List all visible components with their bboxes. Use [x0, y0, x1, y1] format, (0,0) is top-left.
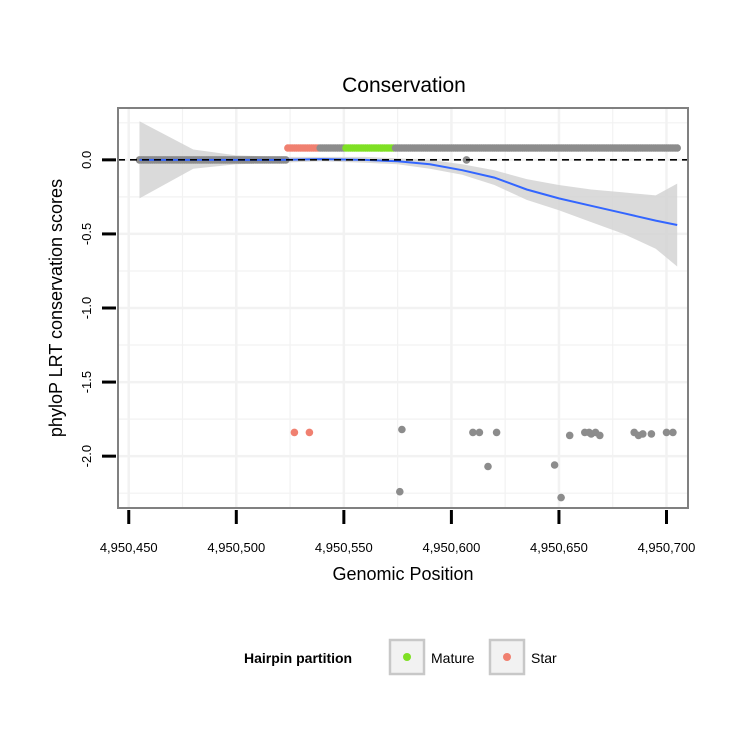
x-tick-label: 4,950,450: [100, 540, 158, 555]
legend-title: Hairpin partition: [244, 650, 352, 666]
y-tick-label: -0.5: [79, 223, 94, 245]
legend-dot-star: [503, 653, 511, 661]
data-point: [557, 493, 565, 502]
series-star-low-values: [290, 428, 314, 437]
smooth-trend-line: [139, 158, 678, 226]
legend-label-mature: Mature: [431, 650, 475, 666]
legend: Hairpin partition Mature Star: [244, 638, 557, 676]
legend-label-star: Star: [531, 650, 557, 666]
data-point: [290, 428, 299, 437]
y-axis-title: phyloP LRT conservation scores: [46, 179, 66, 437]
data-points: [135, 144, 681, 502]
x-tick-label: 4,950,650: [530, 540, 588, 555]
y-tick-label: 0.0: [79, 151, 94, 169]
x-tick-label: 4,950,550: [315, 540, 373, 555]
series-other-upper-row-b: [391, 144, 681, 152]
series-other-low-values: [396, 156, 677, 502]
legend-key-mature: [388, 638, 426, 676]
legend-entry-mature: Mature: [388, 638, 475, 676]
data-point: [596, 431, 604, 440]
x-axis-title: Genomic Position: [332, 564, 473, 584]
series-mature: [342, 144, 398, 152]
data-point: [565, 431, 574, 440]
legend-dot-mature: [403, 653, 411, 661]
legend-entry-star: Star: [488, 638, 557, 676]
chart-title: Conservation: [342, 74, 466, 97]
plot-panel-border: [117, 107, 689, 509]
data-point: [647, 430, 656, 438]
data-point: [475, 428, 484, 437]
x-tick-label: 4,950,700: [638, 540, 696, 555]
series-other-upper-row-a: [316, 144, 348, 152]
y-axis: 0.0 -0.5 -1.0 -1.5 -2.0: [79, 151, 116, 467]
data-point: [469, 428, 477, 437]
x-tick-label: 4,950,500: [207, 540, 265, 555]
series-star-upper-row: [284, 144, 322, 152]
data-point: [484, 462, 492, 471]
x-axis: 4,950,450 4,950,500 4,950,550 4,950,600 4,95…: [100, 510, 696, 555]
y-tick-label: -1.0: [79, 297, 94, 319]
data-point: [669, 428, 677, 437]
data-point: [662, 428, 671, 437]
data-point: [639, 430, 647, 438]
y-tick-label: -1.5: [79, 371, 94, 393]
y-tick-label: -2.0: [79, 445, 94, 467]
data-point: [396, 487, 404, 496]
data-point: [492, 428, 501, 437]
data-point: [550, 461, 559, 469]
data-point: [305, 428, 314, 437]
data-point: [398, 425, 406, 434]
x-tick-label: 4,950,600: [422, 540, 480, 555]
data-point: [673, 144, 681, 152]
